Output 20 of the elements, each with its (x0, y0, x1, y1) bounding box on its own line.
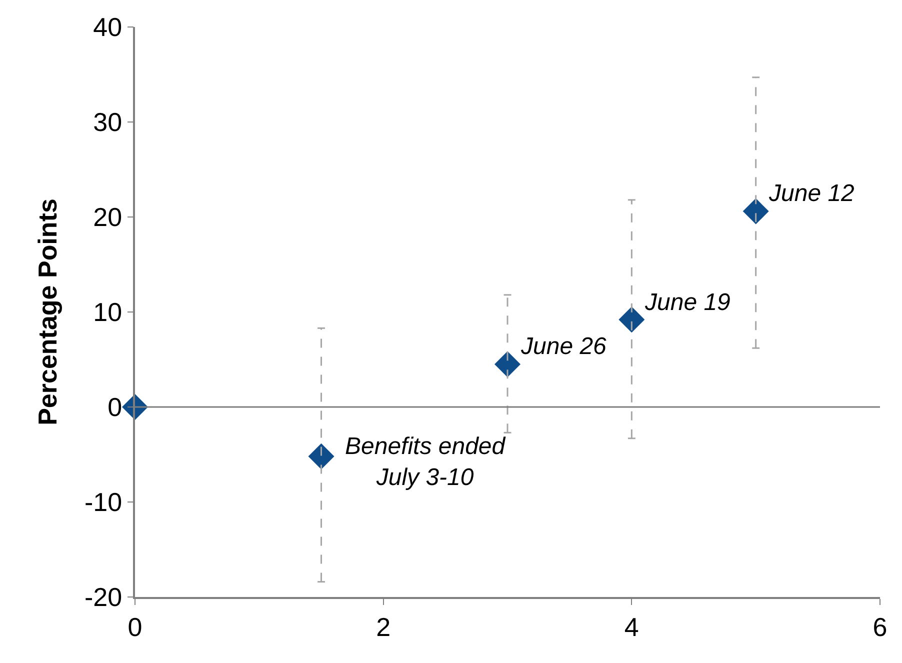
point (494, 351, 520, 378)
annotation: June 19 (644, 289, 730, 316)
y-axis-title: Percentage Points (32, 198, 62, 426)
annotation: June 26 (520, 333, 608, 360)
y-tick-label: 20 (93, 202, 122, 232)
point (742, 198, 769, 224)
y-tick-label: 30 (93, 107, 122, 138)
x-tick-label: 6 (872, 612, 888, 642)
y-tick-label: 0 (108, 392, 122, 422)
y-tick-label: 10 (93, 297, 122, 328)
x-tick-label: 0 (128, 612, 142, 642)
y-tick-label: -20 (84, 582, 122, 612)
y-tick-label: -10 (84, 487, 122, 518)
point (308, 443, 334, 470)
annotation: Benefits ended July 3-10 (345, 433, 506, 492)
y-tick-label: 40 (93, 12, 122, 42)
x-tick-label: 4 (624, 612, 639, 642)
annotation: June 12 (768, 180, 854, 207)
point (618, 306, 645, 333)
x-tick-label: 2 (376, 612, 391, 642)
